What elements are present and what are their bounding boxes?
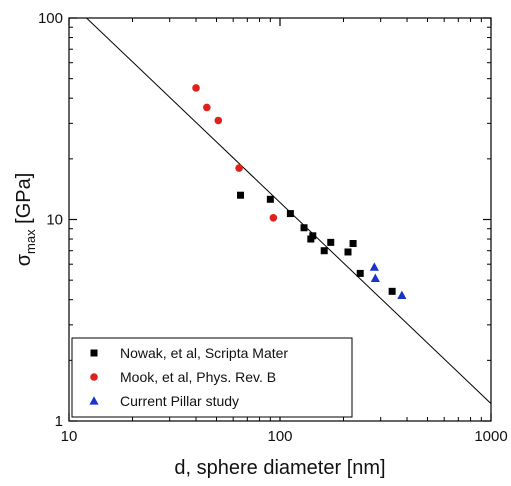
data-point	[397, 290, 407, 300]
legend-label: Nowak, et al, Scripta Mater	[120, 345, 288, 361]
fit-line	[85, 18, 491, 404]
legend-marker	[90, 373, 98, 381]
data-point	[266, 195, 274, 203]
data-point	[269, 213, 278, 222]
data-point	[309, 232, 317, 240]
data-point	[370, 273, 380, 283]
y-tick-label: 100	[38, 10, 63, 27]
data-point	[235, 164, 243, 172]
plot-frame	[68, 17, 492, 422]
data-point	[388, 287, 396, 295]
data-point	[192, 84, 200, 92]
data-point	[327, 238, 335, 246]
data-point	[369, 262, 379, 271]
y-axis-label: σmax [GPa]	[13, 173, 38, 267]
data-point	[300, 224, 308, 232]
x-tick-label: 10	[61, 428, 78, 445]
data-point	[356, 269, 364, 277]
plot-area	[85, 18, 491, 404]
x-axis-label: d, sphere diameter [nm]	[174, 457, 385, 479]
y-tick-label: 1	[55, 413, 63, 430]
legend-label: Current Pillar study	[120, 393, 239, 409]
legend-box	[71, 337, 353, 418]
data-point	[344, 248, 352, 256]
legend-marker	[89, 396, 99, 405]
data-point	[237, 191, 245, 199]
data-point	[349, 240, 357, 248]
legend-label: Mook, et al, Phys. Rev. B	[120, 369, 276, 385]
data-point	[320, 247, 328, 255]
data-point	[203, 103, 211, 112]
legend-marker	[90, 349, 98, 357]
data-point	[286, 210, 294, 218]
data-point	[214, 116, 223, 125]
x-tick-label: 1000	[474, 428, 507, 445]
x-tick-label: 100	[267, 428, 292, 445]
y-tick-label: 10	[46, 212, 63, 229]
legend: Nowak, et al, Scripta Mater Mook, et al, …	[71, 337, 353, 418]
